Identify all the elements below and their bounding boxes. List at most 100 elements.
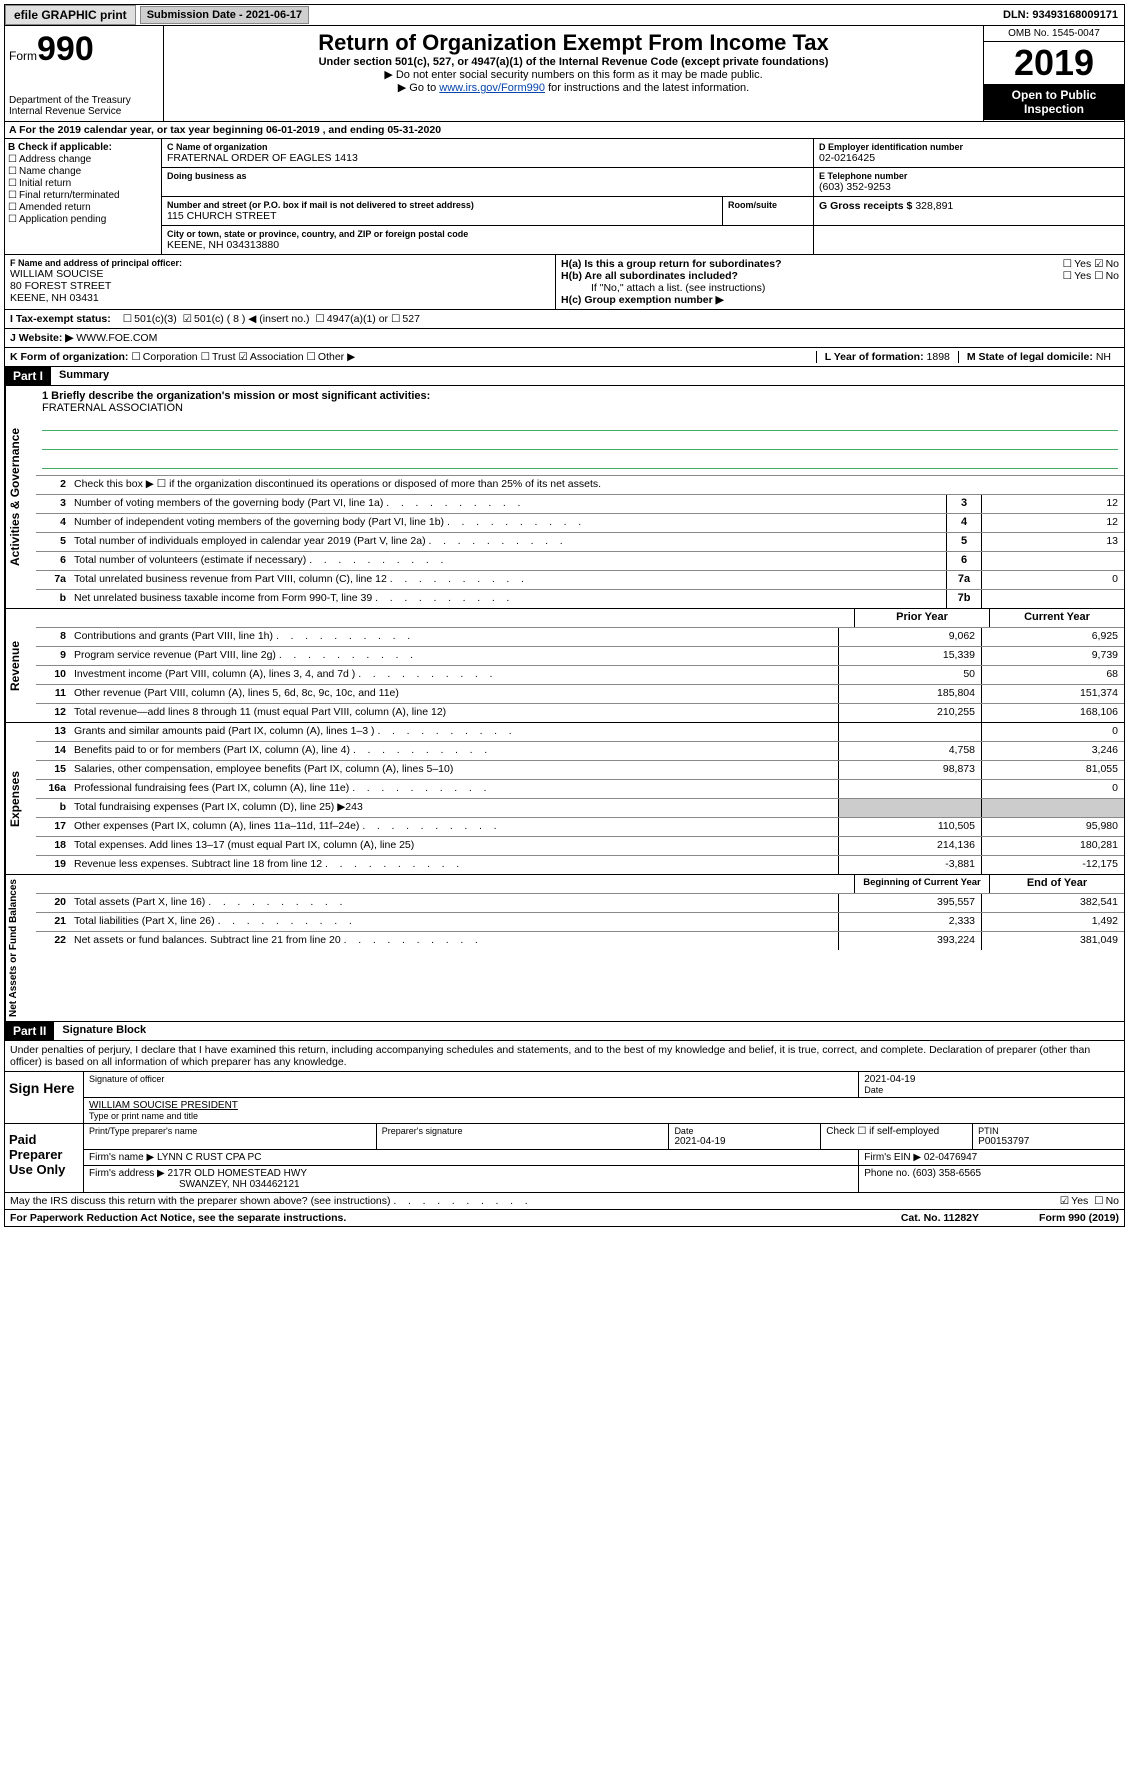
section-fh: F Name and address of principal officer:… [4,255,1125,310]
section-b-label: B Check if applicable: [8,142,112,153]
fphone-label: Phone no. [864,1168,910,1179]
l5-num: 5 [36,533,70,551]
mission-label: 1 Briefly describe the organization's mi… [42,390,430,402]
l12-prior: 210,255 [838,704,981,722]
l-label: L Year of formation: [825,351,924,363]
l13-prior [838,723,981,741]
ein-value: 02-0216425 [819,152,875,164]
addr-value: 115 CHURCH STREET [167,210,277,222]
expenses-grid: Expenses 13Grants and similar amounts pa… [4,723,1125,875]
cb-501c-other[interactable]: 501(c) ( 8 ) ◀ (insert no.) [183,313,310,325]
efile-print-button[interactable]: efile GRAPHIC print [5,5,136,25]
note2-pre: ▶ Go to [398,82,439,94]
pdate-label: Date [674,1126,815,1136]
l7b-val [981,590,1124,608]
cb-amended-return[interactable]: Amended return [8,202,158,213]
l6-desc: Total number of volunteers (estimate if … [70,552,946,570]
cb-other[interactable]: Other ▶ [306,351,355,363]
self-employed-label: Check ☐ if self-employed [826,1126,939,1137]
self-employed-cell[interactable]: Check ☐ if self-employed [821,1124,973,1149]
firm-value: LYNN C RUST CPA PC [157,1152,261,1163]
cb-address-change[interactable]: Address change [8,154,158,165]
l3-num: 3 [36,495,70,513]
ha-yes[interactable]: Yes [1063,258,1092,270]
addr-label: Number and street (or P.O. box if mail i… [167,200,717,210]
cb-4947a1[interactable]: 4947(a)(1) or [315,313,388,325]
l12-current: 168,106 [981,704,1124,722]
hb-yes[interactable]: Yes [1063,270,1092,282]
l9-num: 9 [36,647,70,665]
l6-val [981,552,1124,570]
form-number: 990 [37,30,94,68]
l20-num: 20 [36,894,70,912]
l19-current: -12,175 [981,856,1124,874]
ha-no[interactable]: No [1094,258,1119,270]
l13-num: 13 [36,723,70,741]
fein-label: Firm's EIN ▶ [864,1152,921,1163]
paid-preparer-label: Paid Preparer Use Only [5,1124,84,1192]
faddr2-value: SWANZEY, NH 034462121 [89,1179,300,1190]
part1-header: Part I [5,367,51,385]
irs-link[interactable]: www.irs.gov/Form990 [439,82,545,94]
l14-desc: Benefits paid to or for members (Part IX… [70,742,838,760]
officer-name: WILLIAM SOUCISE PRESIDENT [89,1100,238,1111]
mission-blank-3 [42,454,1118,469]
l17-current: 95,980 [981,818,1124,836]
year-box: OMB No. 1545-0047 2019 Open to Public In… [983,26,1124,121]
l3-desc: Number of voting members of the governin… [70,495,946,513]
l21-desc: Total liabilities (Part X, line 26) [70,913,838,931]
l19-desc: Revenue less expenses. Subtract line 18 … [70,856,838,874]
l7a-num: 7a [36,571,70,589]
l15-prior: 98,873 [838,761,981,779]
cb-association[interactable]: Association [238,351,303,363]
cb-501c3[interactable]: 501(c)(3) [123,313,177,325]
discuss-yes[interactable]: Yes [1060,1195,1089,1207]
officer-signature[interactable]: Signature of officer [84,1072,859,1097]
l9-current: 9,739 [981,647,1124,665]
cb-trust[interactable]: Trust [201,351,236,363]
l16a-num: 16a [36,780,70,798]
hb-no[interactable]: No [1094,270,1119,282]
l19-prior: -3,881 [838,856,981,874]
f-label: F Name and address of principal officer: [10,258,550,268]
l16b-desc: Total fundraising expenses (Part IX, col… [70,799,838,817]
l4-val: 12 [981,514,1124,532]
hb-note: If "No," attach a list. (see instruction… [561,282,1119,294]
l16b-num: b [36,799,70,817]
title-box: Return of Organization Exempt From Incom… [164,26,983,121]
cb-corporation[interactable]: Corporation [131,351,197,363]
section-bcdeg: B Check if applicable: Address change Na… [4,139,1125,255]
tax-status-label: I Tax-exempt status: [10,313,111,325]
ein-cell: D Employer identification number 02-0216… [814,139,1124,167]
org-name: FRATERNAL ORDER OF EAGLES 1413 [167,152,358,164]
footer-row: For Paperwork Reduction Act Notice, see … [4,1210,1125,1227]
part2-header: Part II [5,1022,54,1040]
fein-value: 02-0476947 [924,1152,977,1163]
spacer-cell [814,226,1124,254]
part1-title: Summary [51,367,117,385]
l22-begin: 393,224 [838,932,981,950]
begin-year-hdr: Beginning of Current Year [854,875,989,893]
discuss-no[interactable]: No [1094,1195,1119,1207]
end-year-hdr: End of Year [989,875,1124,893]
l11-num: 11 [36,685,70,703]
ein-label: D Employer identification number [819,142,1119,152]
phone-label: E Telephone number [819,171,1119,181]
l10-prior: 50 [838,666,981,684]
cb-name-change[interactable]: Name change [8,166,158,177]
cb-527[interactable]: 527 [391,313,420,325]
firm-label: Firm's name ▶ [89,1152,154,1163]
cb-final-return[interactable]: Final return/terminated [8,190,158,201]
l22-end: 381,049 [981,932,1124,950]
preparer-sig-cell[interactable]: Preparer's signature [377,1124,670,1149]
cb-initial-return[interactable]: Initial return [8,178,158,189]
sign-here-row: Sign Here Signature of officer 2021-04-1… [5,1071,1124,1123]
l10-desc: Investment income (Part VIII, column (A)… [70,666,838,684]
cb-application-pending[interactable]: Application pending [8,214,158,225]
paid-preparer-row: Paid Preparer Use Only Print/Type prepar… [5,1123,1124,1192]
l19-num: 19 [36,856,70,874]
org-name-label: C Name of organization [167,142,808,152]
m-label: M State of legal domicile: [967,351,1093,363]
form-number-box: Form990 Department of the Treasury Inter… [5,26,164,121]
section-b: B Check if applicable: Address change Na… [5,139,162,254]
